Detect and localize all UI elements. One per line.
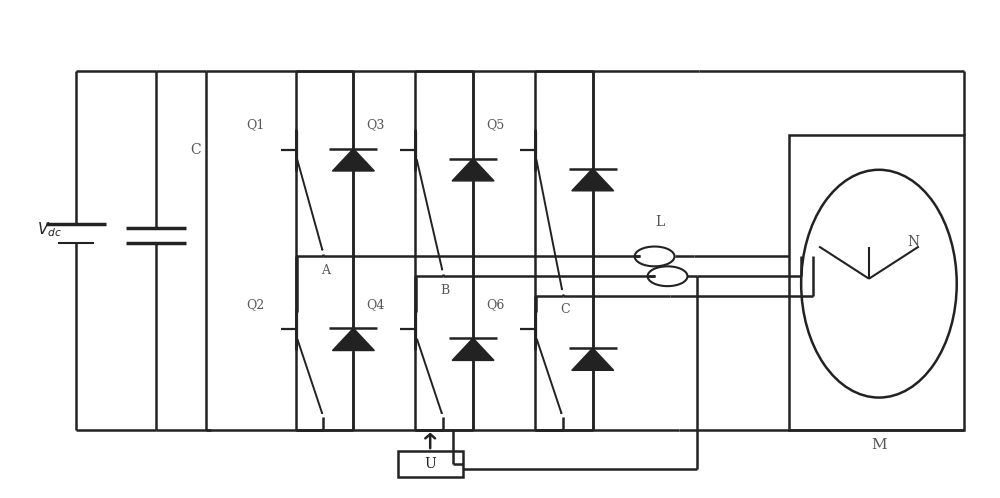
Text: Q1: Q1: [246, 119, 265, 131]
Text: B: B: [441, 283, 450, 297]
Text: C: C: [560, 303, 570, 316]
Text: L: L: [655, 215, 664, 229]
Polygon shape: [452, 338, 494, 361]
Text: M: M: [871, 438, 887, 452]
Bar: [789, 135, 964, 430]
Text: Q6: Q6: [486, 298, 504, 311]
Text: $V_{dc}$: $V_{dc}$: [37, 220, 62, 239]
Text: C: C: [191, 143, 201, 157]
Text: Q4: Q4: [366, 298, 385, 311]
Polygon shape: [332, 328, 374, 351]
Text: N: N: [908, 235, 920, 249]
Bar: [398, 451, 463, 477]
Text: Q2: Q2: [247, 298, 265, 311]
Text: Q5: Q5: [486, 119, 504, 131]
Text: Q3: Q3: [366, 119, 385, 131]
Text: U: U: [424, 457, 436, 471]
Polygon shape: [572, 348, 614, 371]
Text: A: A: [321, 264, 330, 277]
Polygon shape: [452, 159, 494, 181]
Polygon shape: [332, 149, 374, 171]
Polygon shape: [572, 168, 614, 191]
